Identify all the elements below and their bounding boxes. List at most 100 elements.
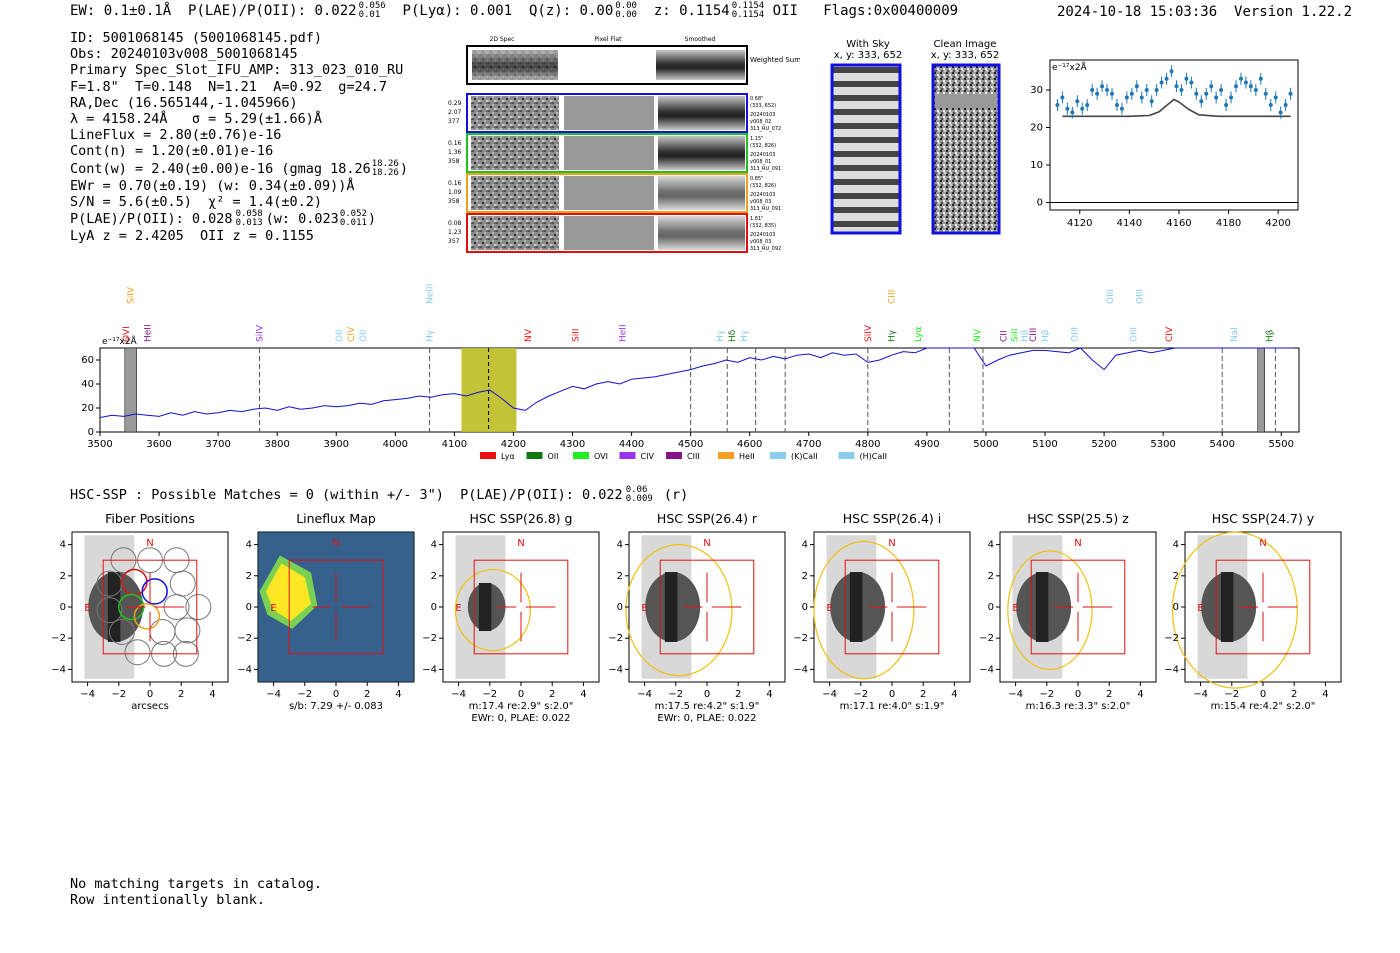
fit-data-point	[1179, 88, 1184, 92]
hsc-ytick-label: 4	[431, 540, 437, 551]
east-marker: E	[455, 603, 461, 614]
search-box	[288, 559, 384, 655]
row3-left-2: 358	[448, 198, 460, 205]
legend-swatch	[480, 452, 496, 459]
fit-data-point	[1263, 91, 1268, 96]
qz-text: Q(z): 0.00	[528, 3, 614, 19]
hsc-panel-title: HSC SSP(26.8) g	[470, 511, 573, 526]
info-cont-n: Cont(n) = 1.20(±0.01)e-16	[70, 143, 274, 160]
spectral-line-label: OII	[335, 330, 345, 342]
row3-right-3: v008_03	[750, 199, 771, 205]
hsc-xtick-label: −2	[853, 689, 868, 700]
spectral-line-label: Hγ	[426, 329, 436, 342]
spectral-line-label: SiII	[571, 328, 581, 342]
row3-right-0: 0.85"	[750, 176, 763, 182]
hsc-sub: 0.009	[625, 494, 653, 504]
fit-data-point	[1129, 91, 1134, 96]
fit-data-point	[1189, 80, 1194, 85]
legend-label: OVI	[594, 452, 608, 461]
cont-w-sub: 18.26	[371, 167, 399, 178]
fit-data-point	[1065, 106, 1070, 111]
legend-label: OII	[548, 452, 559, 461]
fit-data-point	[1144, 88, 1149, 92]
row3-left-1: 1.09	[448, 189, 462, 196]
hsc-ytick-label: 2	[988, 571, 994, 582]
spectral-line-label: CIII	[887, 290, 897, 304]
fit-data-point	[1055, 103, 1060, 107]
legend-swatch	[526, 452, 543, 459]
hsc-ytick-label: 2	[431, 571, 437, 582]
hsc-ytick-label: −4	[422, 664, 437, 675]
fit-xtick-label: 4200	[1265, 218, 1290, 229]
hsc-ytick-label: 2	[1173, 571, 1179, 582]
spectrum-xtick-label: 4400	[619, 439, 644, 450]
row1-right-3: v008_02	[750, 119, 771, 125]
fit-data-point	[1209, 84, 1214, 89]
fit-data-point	[1159, 80, 1164, 85]
hsc-xtick-label: −4	[637, 689, 652, 700]
hsc-ytick-label: 0	[988, 602, 994, 613]
header-right: 2024-10-18 15:03:36 Version 1.22.2	[1057, 4, 1352, 20]
fit-data-point	[1243, 80, 1248, 85]
spectrum-xtick-label: 4000	[383, 439, 408, 450]
legend-label: CIV	[641, 452, 655, 461]
spectral-line-label: CII	[1000, 330, 1010, 342]
east-marker: E	[1012, 603, 1018, 614]
hsc-ytick-label: 4	[988, 540, 994, 551]
sky-images: With Sky x, y: 333, 652 Clean Image x, y…	[830, 39, 1001, 235]
fit-unit-label: e⁻¹⁷x2Å	[1052, 61, 1088, 73]
east-marker: E	[1197, 603, 1203, 614]
row2-right-0: 1.15"	[750, 136, 763, 142]
spectrum-xtick-label: 5000	[973, 439, 998, 450]
col-header-pixelflat: Pixel Flat	[595, 36, 623, 43]
hsc-ytick-label: 0	[1173, 602, 1179, 613]
hsc-caption-2: EWr: 0, PLAE: 0.022	[471, 713, 570, 723]
hsc-xtick-label: −2	[297, 689, 312, 700]
legend-label: (K)CaII	[791, 452, 818, 461]
row3-right-1: (332, 826)	[750, 183, 776, 189]
hsc-xtick-label: 2	[1291, 689, 1297, 700]
fit-data-point	[1199, 99, 1204, 104]
hsc-xtick-label: 2	[364, 689, 370, 700]
z-sub: 0.1154	[731, 10, 765, 20]
plya-text: P(Lyα): 0.001	[402, 3, 513, 19]
hsc-ytick-label: 4	[1173, 540, 1179, 551]
row4-right-0: 1.81"	[750, 216, 763, 222]
north-marker: N	[1074, 538, 1081, 549]
row4-left-2: 357	[448, 238, 460, 245]
spectral-line-label: SiIV	[255, 324, 265, 342]
info-obs: Obs: 20240103v008_5001068145	[70, 46, 298, 63]
fit-data-point	[1110, 91, 1114, 96]
spectrum-xtick-label: 3600	[146, 439, 171, 450]
north-marker: N	[146, 538, 153, 549]
fit-data-point	[1169, 69, 1174, 74]
hsc-ytick-label: 2	[802, 571, 808, 582]
hsc-xtick-label: 4	[766, 689, 772, 700]
fit-data-point	[1268, 103, 1273, 107]
hsc-caption-1: m:17.4 re:2.9" s:2.0"	[469, 701, 574, 712]
hsc-ytick-label: 0	[617, 602, 623, 613]
row3-left-0: 0.16	[448, 180, 462, 187]
hsc-ytick-label: 0	[60, 602, 66, 613]
spectrum-xtick-label: 5400	[1209, 439, 1234, 450]
spectral-line-label: SiIV	[864, 324, 874, 342]
row4-right-1: (332, 835)	[750, 223, 776, 229]
hsc-ytick-label: −2	[237, 633, 252, 644]
fit-data-point	[1283, 103, 1288, 107]
hsc-ytick-label: 2	[617, 571, 623, 582]
info-cont-w-row: Cont(w) = 2.40(±0.00)e-16 (gmag 18.26 18.…	[70, 158, 408, 178]
masked-region	[1257, 347, 1265, 433]
hsc-xtick-label: 2	[1106, 689, 1112, 700]
hsc-ytick-label: 0	[431, 602, 437, 613]
spectrum-xtick-label: 5300	[1150, 439, 1175, 450]
spectrum-xtick-label: 4100	[442, 439, 467, 450]
spectral-line-label: Hβ	[1041, 329, 1051, 342]
hsc-xtick-label: −4	[80, 689, 95, 700]
fit-data-point	[1204, 91, 1209, 96]
hsc-ytick-label: 4	[617, 540, 623, 551]
z-line-text: OII	[772, 3, 798, 19]
hsc-summary: HSC-SSP : Possible Matches = 0 (within +…	[70, 486, 688, 504]
hsc-ytick-label: −4	[51, 664, 66, 675]
hsc-ytick-label: −2	[608, 633, 623, 644]
hsc-panel-title: HSC SSP(24.7) y	[1212, 511, 1315, 526]
